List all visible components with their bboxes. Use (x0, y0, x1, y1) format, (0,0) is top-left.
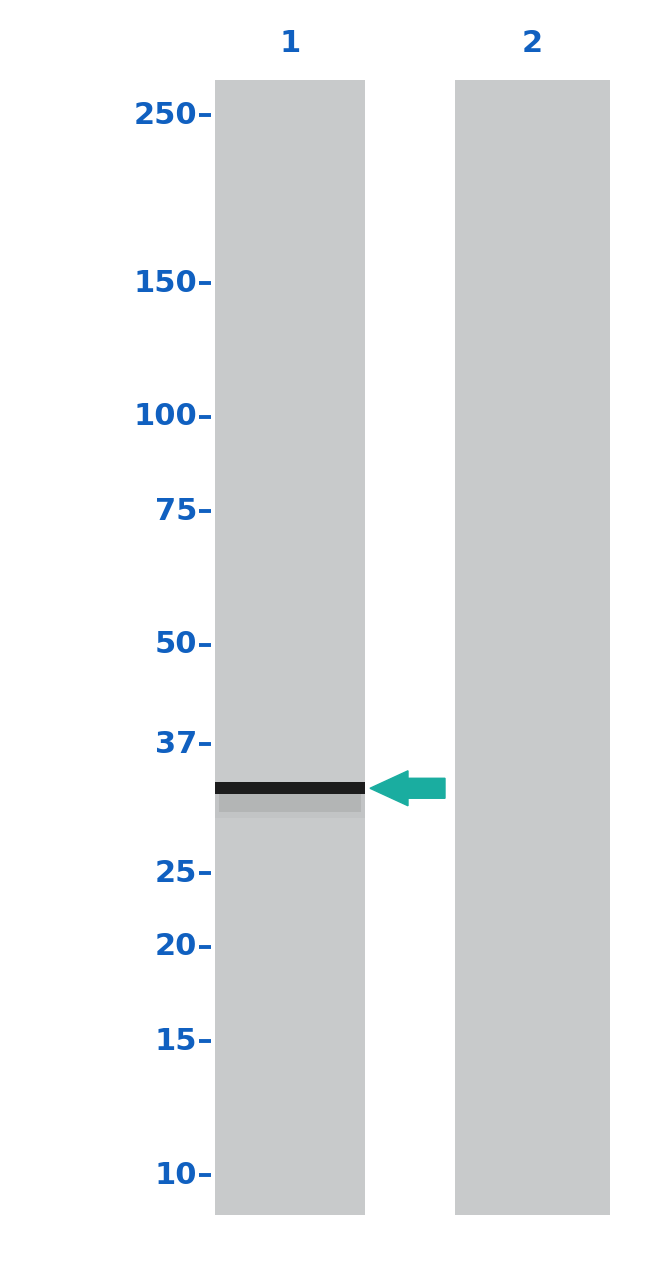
Text: 25: 25 (155, 859, 197, 888)
Text: 100: 100 (133, 403, 197, 432)
Bar (215, 792, 365, 818)
Text: 250: 250 (133, 100, 197, 130)
Text: 150: 150 (133, 269, 197, 297)
Text: 37: 37 (155, 730, 197, 758)
Text: 10: 10 (155, 1161, 197, 1190)
Text: 1: 1 (280, 29, 300, 58)
Text: 2: 2 (522, 29, 543, 58)
Text: 75: 75 (155, 497, 197, 526)
Bar (455, 80, 610, 1215)
Bar (215, 782, 365, 794)
Bar (219, 794, 361, 813)
Text: 50: 50 (155, 630, 197, 659)
Text: 15: 15 (155, 1027, 197, 1055)
FancyArrow shape (370, 771, 445, 805)
Bar (215, 80, 365, 1215)
Text: 20: 20 (155, 932, 197, 961)
